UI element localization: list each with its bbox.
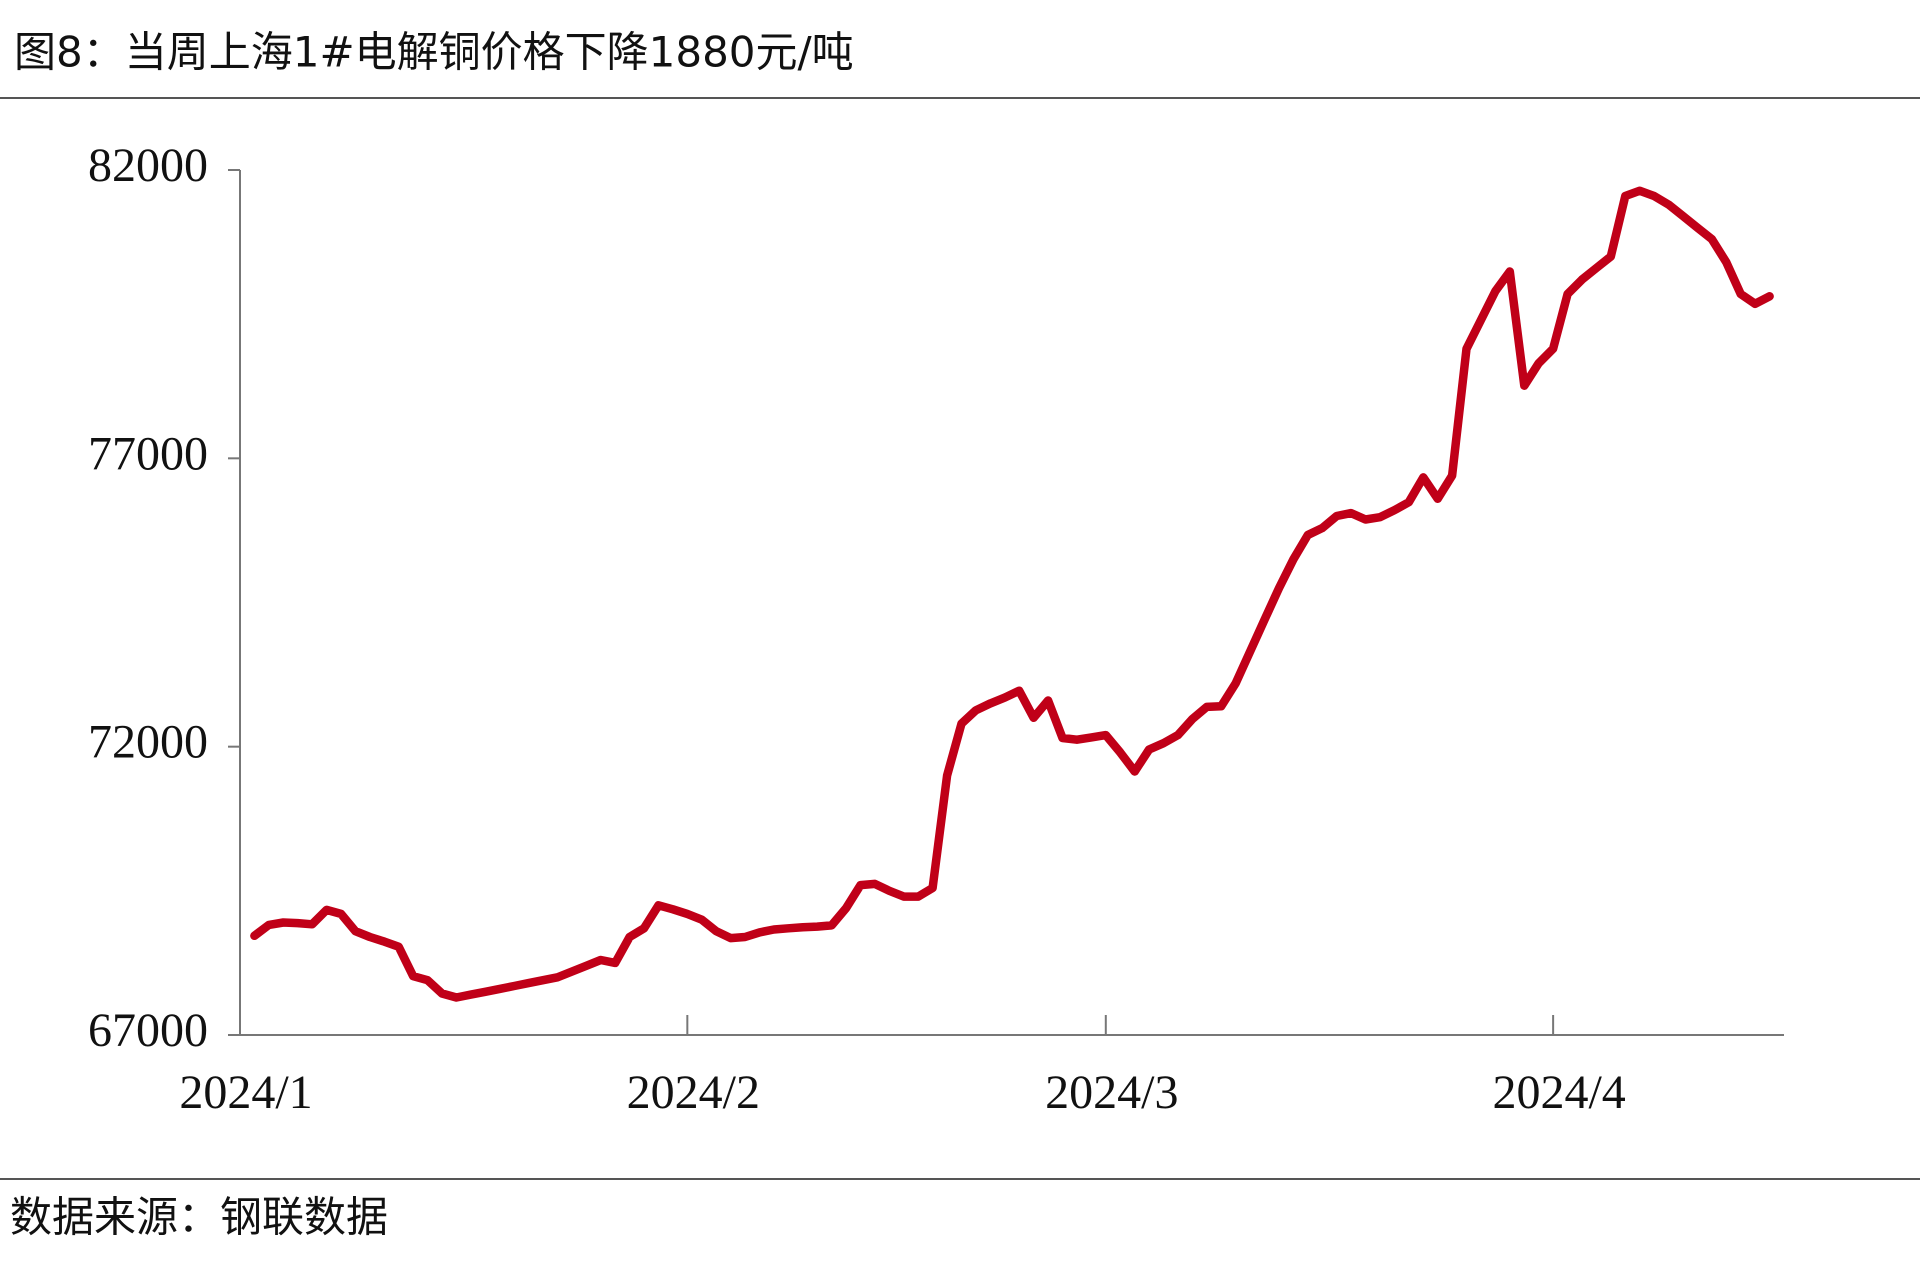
x-tick-label: 2024/2 <box>627 1066 760 1119</box>
x-tick-label: 2024/1 <box>179 1066 312 1119</box>
y-tick-label: 72000 <box>88 716 208 769</box>
x-tick-label: 2024/3 <box>1045 1066 1178 1119</box>
price-line <box>250 186 1774 1002</box>
chart-title: 图8：当周上海1#电解铜价格下降1880元/吨 <box>14 28 854 77</box>
source: 数据来源：钢联数据 <box>10 1193 388 1242</box>
y-tick-label: 82000 <box>88 139 208 192</box>
y-tick-label: 77000 <box>88 427 208 480</box>
y-tick-label: 67000 <box>88 1004 208 1057</box>
x-tick-label: 2024/4 <box>1492 1066 1625 1119</box>
